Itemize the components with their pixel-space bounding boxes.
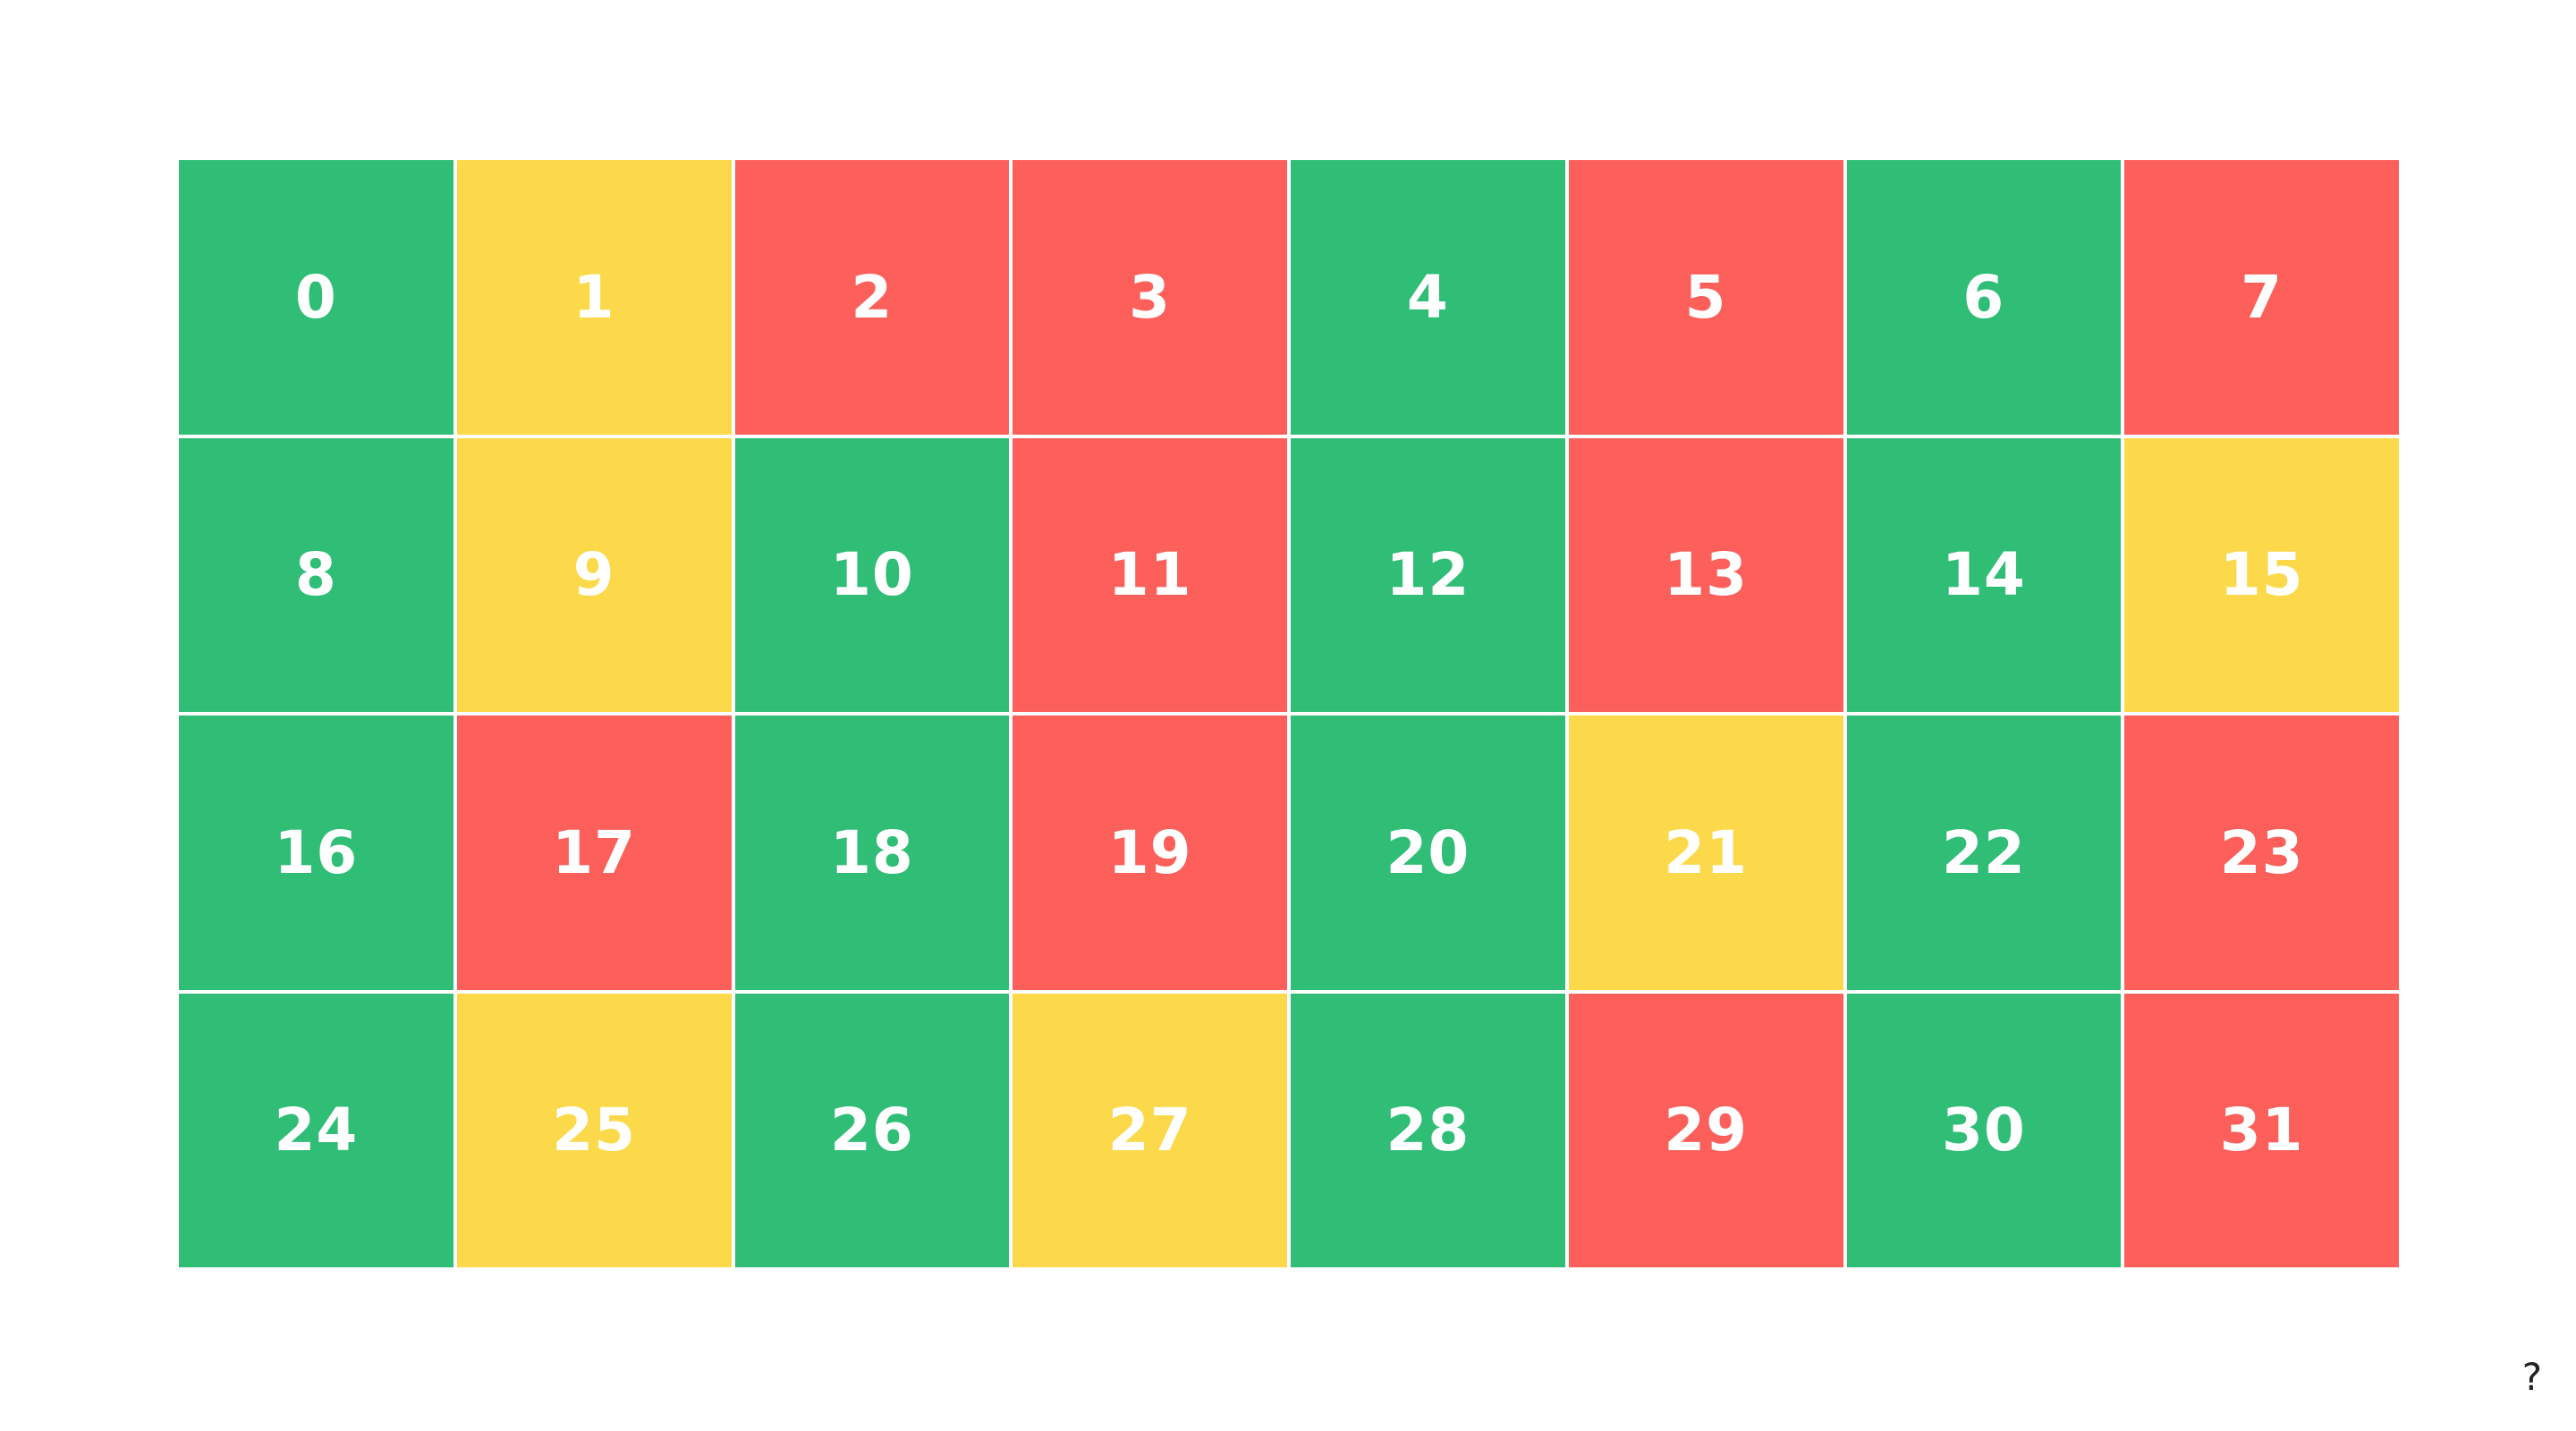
grid-cell-30[interactable]: 30 (1846, 993, 2122, 1267)
grid-cell-14[interactable]: 14 (1846, 437, 2122, 712)
grid-cell-16[interactable]: 16 (179, 716, 453, 990)
grid-cell-23[interactable]: 23 (2124, 716, 2399, 990)
grid-cell-25[interactable]: 25 (456, 993, 732, 1267)
grid-cell-8[interactable]: 8 (179, 437, 453, 712)
grid-cell-10[interactable]: 10 (734, 437, 1010, 712)
grid-cell-15[interactable]: 15 (2124, 437, 2399, 712)
grid-cell-12[interactable]: 12 (1291, 437, 1565, 712)
grid-cell-31[interactable]: 31 (2124, 993, 2399, 1267)
grid-cell-6[interactable]: 6 (1846, 160, 2122, 435)
grid-cell-17[interactable]: 17 (456, 716, 732, 990)
grid-cell-18[interactable]: 18 (734, 716, 1010, 990)
grid-cell-9[interactable]: 9 (456, 437, 732, 712)
grid-cell-0[interactable]: 0 (179, 160, 453, 435)
grid-cell-21[interactable]: 21 (1568, 716, 1843, 990)
grid-cell-27[interactable]: 27 (1013, 993, 1287, 1267)
grid-cell-2[interactable]: 2 (734, 160, 1010, 435)
grid-cell-3[interactable]: 3 (1013, 160, 1287, 435)
grid-cell-29[interactable]: 29 (1568, 993, 1843, 1267)
grid-cell-5[interactable]: 5 (1568, 160, 1843, 435)
grid-cell-26[interactable]: 26 (734, 993, 1010, 1267)
grid-cell-24[interactable]: 24 (179, 993, 453, 1267)
grid-cell-7[interactable]: 7 (2124, 160, 2399, 435)
grid-cell-28[interactable]: 28 (1291, 993, 1565, 1267)
grid-cell-22[interactable]: 22 (1846, 716, 2122, 990)
grid-cell-19[interactable]: 19 (1013, 716, 1287, 990)
grid-cell-1[interactable]: 1 (456, 160, 732, 435)
grid-cell-13[interactable]: 13 (1568, 437, 1843, 712)
help-button[interactable]: ? (2521, 1355, 2542, 1399)
grid-cell-4[interactable]: 4 (1291, 160, 1565, 435)
cell-grid: 0 1 2 3 4 5 6 7 8 9 10 11 12 13 14 15 16… (179, 160, 2399, 1267)
grid-cell-11[interactable]: 11 (1013, 437, 1287, 712)
grid-cell-20[interactable]: 20 (1291, 716, 1565, 990)
